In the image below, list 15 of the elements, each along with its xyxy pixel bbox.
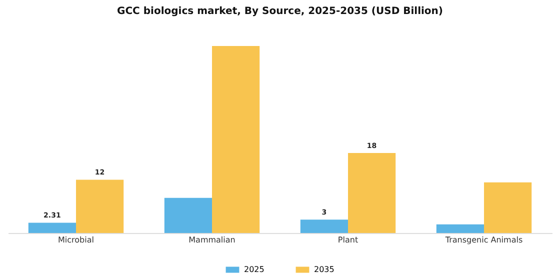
- legend-label: 2035: [314, 264, 334, 274]
- bar: [164, 198, 212, 233]
- x-tick-label: Transgenic Animals: [444, 236, 523, 244]
- bar: [212, 46, 260, 233]
- bar: [484, 182, 532, 233]
- bar: [300, 220, 348, 233]
- bar: [436, 224, 484, 233]
- legend-label: 2025: [244, 264, 264, 274]
- x-tick-label: Microbial: [58, 236, 94, 244]
- bar: [76, 180, 124, 233]
- bar: [28, 222, 76, 233]
- bar: [348, 153, 396, 233]
- chart-title: GCC biologics market, By Source, 2025-2035 (USD Billion): [117, 6, 443, 17]
- x-tick-label: Plant: [338, 236, 358, 244]
- x-tick-label: Mammalian: [188, 236, 236, 244]
